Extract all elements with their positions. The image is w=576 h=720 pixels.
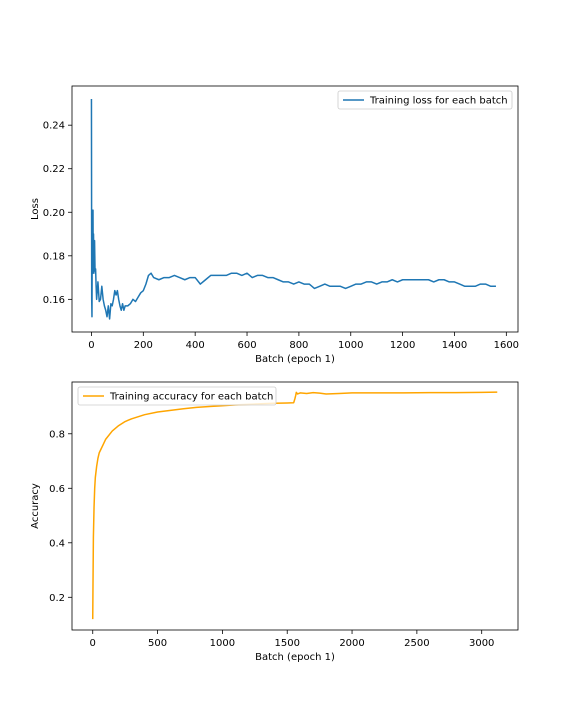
loss-x-tick-label: 400 (186, 340, 205, 351)
loss-y-tick-label: 0.18 (43, 251, 65, 262)
accuracy-x-tick-label: 1000 (210, 638, 235, 649)
loss-x-axis-label: Batch (epoch 1) (255, 354, 335, 365)
loss-y-tick-label: 0.24 (43, 121, 65, 132)
accuracy-legend: Training accuracy for each batch (77, 386, 277, 406)
accuracy-y-tick-label: 0.4 (49, 538, 65, 549)
loss-legend-label: Training loss for each batch (369, 96, 508, 107)
loss-plot-frame (71, 85, 519, 333)
accuracy-y-axis-label: Accuracy (30, 483, 41, 529)
accuracy-x-axis-label: Batch (epoch 1) (255, 652, 335, 663)
loss-x-tick-label: 1400 (442, 340, 467, 351)
loss-legend: Training loss for each batch (337, 90, 513, 110)
loss-y-tick-label: 0.16 (43, 295, 65, 306)
accuracy-x-tick-label: 2000 (339, 638, 364, 649)
loss-y-tick-label: 0.22 (43, 164, 65, 175)
loss-x-tick-label: 1600 (494, 340, 519, 351)
accuracy-legend-label: Training accuracy for each batch (109, 392, 273, 403)
loss-y-tick-label: 0.20 (43, 208, 65, 219)
accuracy-y-tick-label: 0.2 (49, 593, 65, 604)
accuracy-x-tick-label: 1500 (274, 638, 299, 649)
loss-x-tick-label: 600 (237, 340, 256, 351)
accuracy-chart: 0 500 1000 1500 2000 2500 3000 0.2 0.4 0.6 0.8 Batc… (30, 381, 519, 663)
accuracy-y-tick-label: 0.8 (49, 429, 65, 440)
accuracy-legend-box (77, 386, 277, 406)
accuracy-x-tick-label: 0 (90, 638, 96, 649)
loss-legend-box (337, 90, 513, 110)
loss-x-tick-label: 200 (134, 340, 153, 351)
accuracy-x-tick-label: 3000 (469, 638, 494, 649)
loss-series-line (90, 99, 496, 320)
loss-y-axis-label: Loss (30, 198, 41, 220)
loss-x-tick-label: 1000 (338, 340, 363, 351)
accuracy-x-tick-label: 500 (148, 638, 167, 649)
loss-x-tick-label: 800 (289, 340, 308, 351)
loss-chart: 0 200 400 600 800 1000 1200 1400 1600 0.16 0.18 0.2… (30, 85, 519, 365)
accuracy-plot-frame (71, 381, 519, 631)
loss-x-tick-label: 1200 (390, 340, 415, 351)
accuracy-y-tick-label: 0.6 (49, 484, 65, 495)
loss-x-tick-label: 0 (88, 340, 94, 351)
accuracy-x-tick-label: 2500 (404, 638, 429, 649)
